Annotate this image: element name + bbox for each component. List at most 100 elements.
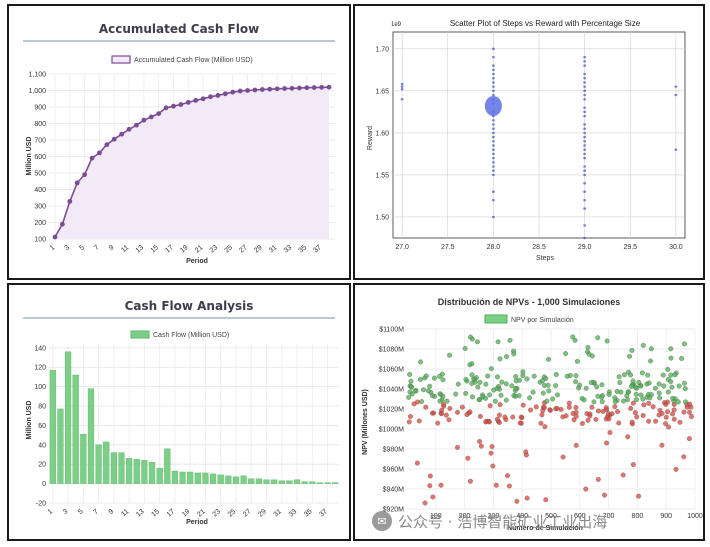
bar <box>171 470 179 484</box>
data-point <box>503 397 509 403</box>
data-point <box>676 383 682 389</box>
x-tick-label: 28.0 <box>487 244 501 251</box>
data-point <box>171 103 176 109</box>
data-point <box>670 395 676 401</box>
y-tick-label: 300 <box>34 204 46 211</box>
data-point <box>583 81 587 84</box>
data-point <box>591 399 597 405</box>
data-point <box>640 413 646 419</box>
data-point <box>672 372 678 378</box>
data-point <box>469 361 475 367</box>
bar <box>209 473 217 484</box>
data-point <box>495 339 501 345</box>
data-point <box>134 122 139 128</box>
data-point <box>629 347 635 353</box>
data-point <box>430 410 435 416</box>
data-point <box>497 356 503 362</box>
data-point <box>523 452 529 458</box>
data-point <box>671 407 677 413</box>
data-point <box>491 127 495 130</box>
data-point <box>468 334 473 340</box>
x-tick-label: 1000 <box>687 513 703 520</box>
data-point <box>663 414 669 420</box>
y-tick-label: 1.50 <box>375 214 389 221</box>
data-point <box>326 84 332 90</box>
data-point <box>141 117 147 123</box>
data-point <box>626 389 632 395</box>
x-tick-label: 3 <box>62 508 70 516</box>
data-point <box>606 416 612 422</box>
data-point <box>440 377 446 383</box>
data-point <box>156 111 162 116</box>
data-point <box>429 393 435 399</box>
data-point <box>583 64 587 67</box>
data-point <box>422 500 428 506</box>
data-point <box>427 473 433 479</box>
data-point <box>511 351 517 357</box>
bar <box>126 458 133 484</box>
x-tick-label: 3 <box>64 244 72 252</box>
x-axis-label: Period <box>186 258 208 265</box>
data-point <box>485 373 491 379</box>
data-point <box>593 416 599 422</box>
bar <box>309 481 316 484</box>
data-point <box>659 411 665 416</box>
y-tick-label: 140 <box>34 345 46 352</box>
data-point <box>510 414 516 420</box>
y-tick-label: 700 <box>34 138 46 145</box>
y-axis-label: Million USD <box>26 401 33 440</box>
data-point <box>572 337 578 343</box>
legend-swatch <box>484 314 508 324</box>
legend-label: Cash Flow (Million USD) <box>153 332 229 339</box>
y-tick-label: 1,000 <box>28 88 46 95</box>
data-point <box>477 397 483 402</box>
data-point <box>409 384 415 390</box>
watermark: ✉ 公众号 · 浩博智能矿业工业出海 <box>372 508 702 534</box>
data-point <box>554 392 560 398</box>
data-point <box>491 131 495 135</box>
y-tick-label: 0 <box>42 481 46 488</box>
wechat-icon: ✉ <box>372 511 392 531</box>
y-tick-label: $940M <box>383 487 405 494</box>
data-point <box>538 420 544 426</box>
x-tick-label: 21 <box>194 244 205 254</box>
data-point <box>528 407 534 413</box>
data-point <box>583 182 587 185</box>
data-point <box>648 358 653 364</box>
x-tick-label: 300 <box>488 513 500 520</box>
y-tick-label: $1080M <box>379 347 404 354</box>
data-point <box>573 373 579 379</box>
data-point <box>491 68 495 72</box>
data-point <box>443 412 449 418</box>
y-tick-label: $920M <box>383 507 405 514</box>
x-tick-label: 19 <box>179 244 190 254</box>
data-point <box>52 234 58 240</box>
data-point <box>630 400 636 406</box>
data-point <box>491 64 495 67</box>
y-tick-label: $1100M <box>379 327 404 334</box>
cash-flow-analysis-panel: Cash Flow Analysis Cash Flow (Million US… <box>7 283 351 541</box>
data-point <box>566 404 572 410</box>
data-point <box>660 372 666 378</box>
x-tick-label: 11 <box>120 244 130 254</box>
data-point <box>595 393 601 399</box>
data-point <box>541 405 547 410</box>
data-point <box>553 372 559 377</box>
bar <box>141 460 148 484</box>
data-point <box>650 404 656 410</box>
x-tick-label: 35 <box>303 508 314 518</box>
data-point <box>677 419 683 425</box>
steps-reward-scatter-panel: Scatter Plot of Steps vs Reward with Per… <box>353 4 705 280</box>
y-tick-label: 100 <box>34 384 46 391</box>
data-point <box>571 417 577 423</box>
data-point <box>668 372 674 378</box>
data-point <box>438 482 444 488</box>
data-point <box>498 392 504 398</box>
data-point <box>200 96 206 102</box>
data-point <box>447 352 453 358</box>
data-point <box>304 85 310 91</box>
data-point <box>570 334 576 340</box>
x-tick-label: 15 <box>149 244 160 254</box>
data-point <box>423 404 429 410</box>
x-tick-label: 33 <box>283 244 294 254</box>
